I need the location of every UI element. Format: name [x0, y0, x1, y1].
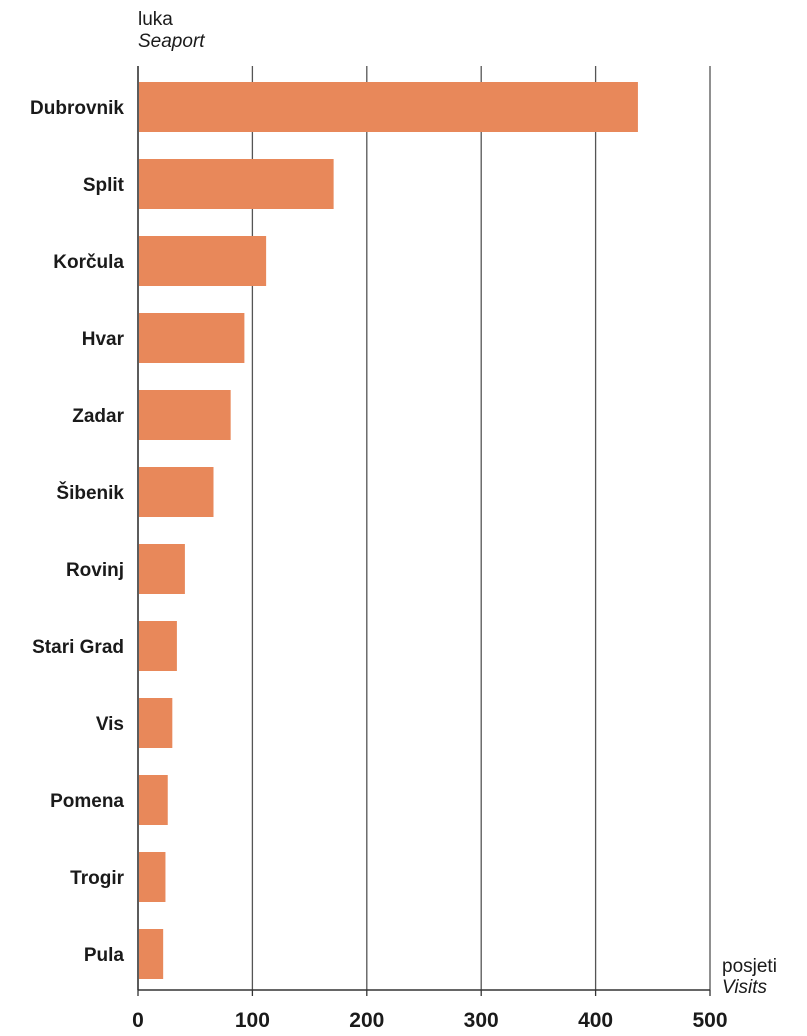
bar — [139, 313, 245, 363]
gridlines — [251, 66, 711, 990]
category-label: Pula — [84, 945, 125, 966]
bar — [139, 698, 173, 748]
category-label: Pomena — [50, 791, 124, 812]
category-label: Rovinj — [66, 560, 124, 581]
bar — [139, 929, 164, 979]
category-label: Korčula — [53, 252, 124, 273]
x-tick-label: 200 — [349, 1009, 384, 1032]
x-tick-label: 400 — [578, 1009, 613, 1032]
category-label: Split — [83, 175, 125, 196]
category-label: Hvar — [82, 329, 125, 350]
category-labels: Dubrovnik Split Korčula Hvar Zadar Šibenik Rov… — [30, 98, 125, 966]
bar — [139, 852, 166, 902]
bar — [139, 390, 231, 440]
category-label: Šibenik — [56, 482, 124, 504]
bar — [139, 236, 267, 286]
bar — [139, 544, 185, 594]
x-tick-label: 300 — [464, 1009, 499, 1032]
category-label: Vis — [96, 714, 124, 735]
x-tick-label: 100 — [235, 1009, 270, 1032]
bar — [139, 621, 177, 671]
x-axis-title: posjeti — [722, 956, 777, 977]
x-tick-label: 0 — [132, 1009, 144, 1032]
category-label: Stari Grad — [32, 637, 124, 658]
y-axis-title: luka — [138, 9, 173, 30]
bar — [139, 159, 334, 209]
y-axis-title-english: Seaport — [138, 31, 205, 52]
x-axis-title-english: Visits — [722, 977, 768, 998]
category-label: Dubrovnik — [30, 98, 124, 119]
x-tick-label: 500 — [692, 1009, 727, 1032]
bar — [139, 82, 638, 132]
bars — [139, 82, 638, 979]
tick-labels: 0 100 200 300 400 500 — [132, 1009, 727, 1032]
category-label: Trogir — [70, 868, 124, 889]
category-label: Zadar — [72, 406, 124, 427]
bar — [139, 467, 214, 517]
bar — [139, 775, 168, 825]
axes — [137, 66, 711, 996]
